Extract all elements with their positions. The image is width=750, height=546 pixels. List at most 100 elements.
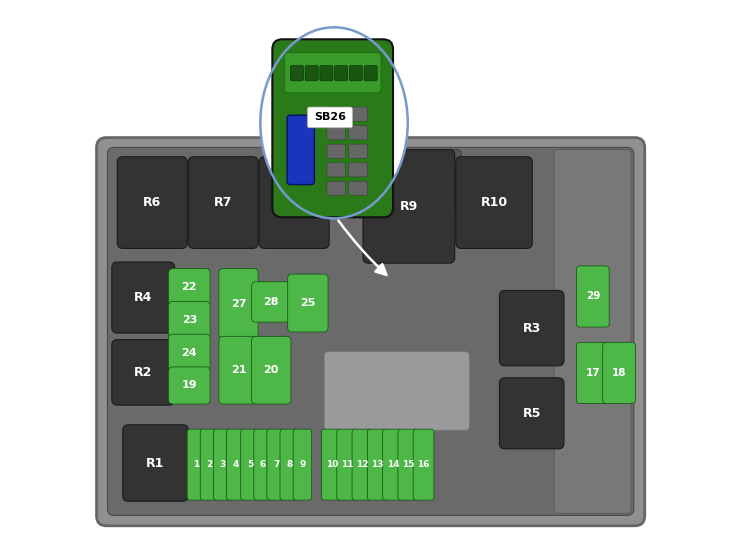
FancyBboxPatch shape <box>324 352 470 430</box>
FancyBboxPatch shape <box>350 66 362 81</box>
FancyBboxPatch shape <box>500 290 564 366</box>
Text: 19: 19 <box>182 381 197 390</box>
FancyBboxPatch shape <box>327 150 461 212</box>
Text: 20: 20 <box>263 365 279 375</box>
Text: 15: 15 <box>402 460 415 469</box>
Text: 14: 14 <box>387 460 399 469</box>
Text: R4: R4 <box>134 291 152 304</box>
Text: 25: 25 <box>300 298 316 308</box>
FancyBboxPatch shape <box>214 429 232 500</box>
FancyBboxPatch shape <box>337 429 358 500</box>
FancyBboxPatch shape <box>327 181 346 195</box>
FancyBboxPatch shape <box>577 266 609 327</box>
FancyBboxPatch shape <box>188 157 258 248</box>
Text: 23: 23 <box>182 315 197 325</box>
FancyBboxPatch shape <box>226 429 245 500</box>
FancyBboxPatch shape <box>169 367 210 404</box>
Text: 29: 29 <box>586 292 600 301</box>
FancyBboxPatch shape <box>322 429 342 500</box>
FancyBboxPatch shape <box>327 144 346 158</box>
FancyBboxPatch shape <box>308 107 352 128</box>
FancyBboxPatch shape <box>260 157 329 248</box>
FancyBboxPatch shape <box>241 429 260 500</box>
FancyBboxPatch shape <box>112 262 175 333</box>
FancyBboxPatch shape <box>188 429 206 500</box>
FancyBboxPatch shape <box>169 334 210 371</box>
Text: 27: 27 <box>231 299 246 308</box>
Text: R8: R8 <box>285 196 303 209</box>
FancyBboxPatch shape <box>272 39 393 217</box>
FancyBboxPatch shape <box>364 66 377 81</box>
Text: 5: 5 <box>247 460 253 469</box>
FancyBboxPatch shape <box>456 157 532 248</box>
FancyBboxPatch shape <box>398 429 418 500</box>
Text: R6: R6 <box>143 196 161 209</box>
FancyBboxPatch shape <box>554 150 631 513</box>
FancyBboxPatch shape <box>97 138 645 526</box>
Text: 22: 22 <box>182 282 197 292</box>
FancyBboxPatch shape <box>280 429 298 500</box>
Text: 13: 13 <box>371 460 384 469</box>
FancyBboxPatch shape <box>123 425 188 501</box>
Text: 9: 9 <box>299 460 305 469</box>
Text: 17: 17 <box>586 368 600 378</box>
FancyBboxPatch shape <box>169 269 210 306</box>
FancyBboxPatch shape <box>500 378 564 449</box>
Text: 1: 1 <box>194 460 200 469</box>
FancyBboxPatch shape <box>219 269 258 339</box>
FancyBboxPatch shape <box>413 429 434 500</box>
Text: 4: 4 <box>232 460 239 469</box>
FancyBboxPatch shape <box>219 336 258 404</box>
FancyBboxPatch shape <box>288 274 328 332</box>
Ellipse shape <box>260 27 408 218</box>
FancyBboxPatch shape <box>349 107 368 121</box>
Text: R2: R2 <box>134 366 152 379</box>
Text: 3: 3 <box>220 460 226 469</box>
Text: R1: R1 <box>146 456 165 470</box>
FancyBboxPatch shape <box>368 429 388 500</box>
FancyBboxPatch shape <box>577 342 609 403</box>
Text: 21: 21 <box>231 365 246 375</box>
FancyBboxPatch shape <box>117 157 188 248</box>
Text: R10: R10 <box>481 196 508 209</box>
Text: 18: 18 <box>612 368 626 378</box>
FancyBboxPatch shape <box>305 66 318 81</box>
Text: 11: 11 <box>341 460 353 469</box>
FancyBboxPatch shape <box>382 429 404 500</box>
FancyBboxPatch shape <box>284 52 381 93</box>
FancyBboxPatch shape <box>327 126 346 140</box>
Text: 2: 2 <box>206 460 213 469</box>
FancyBboxPatch shape <box>349 181 368 195</box>
Text: 6: 6 <box>260 460 266 469</box>
Text: 28: 28 <box>263 297 279 307</box>
FancyBboxPatch shape <box>327 163 346 177</box>
FancyBboxPatch shape <box>363 150 454 263</box>
Text: 7: 7 <box>273 460 279 469</box>
FancyBboxPatch shape <box>334 66 348 81</box>
FancyBboxPatch shape <box>200 429 219 500</box>
Text: 12: 12 <box>356 460 369 469</box>
Text: SB26: SB26 <box>314 112 346 122</box>
FancyBboxPatch shape <box>290 66 304 81</box>
Text: R7: R7 <box>214 196 232 209</box>
FancyBboxPatch shape <box>320 66 333 81</box>
Text: 10: 10 <box>326 460 338 469</box>
Text: R9: R9 <box>400 200 418 213</box>
FancyBboxPatch shape <box>251 336 291 404</box>
Text: 8: 8 <box>286 460 292 469</box>
FancyBboxPatch shape <box>327 107 346 121</box>
FancyBboxPatch shape <box>169 301 210 339</box>
FancyBboxPatch shape <box>251 282 291 322</box>
Text: R3: R3 <box>523 322 541 335</box>
FancyBboxPatch shape <box>112 340 175 405</box>
FancyBboxPatch shape <box>287 115 314 185</box>
Text: 16: 16 <box>417 460 430 469</box>
FancyBboxPatch shape <box>352 429 373 500</box>
FancyBboxPatch shape <box>293 429 312 500</box>
FancyBboxPatch shape <box>603 342 635 403</box>
FancyBboxPatch shape <box>349 144 368 158</box>
FancyBboxPatch shape <box>107 147 634 515</box>
FancyBboxPatch shape <box>254 429 272 500</box>
FancyBboxPatch shape <box>349 126 368 140</box>
FancyBboxPatch shape <box>267 429 286 500</box>
